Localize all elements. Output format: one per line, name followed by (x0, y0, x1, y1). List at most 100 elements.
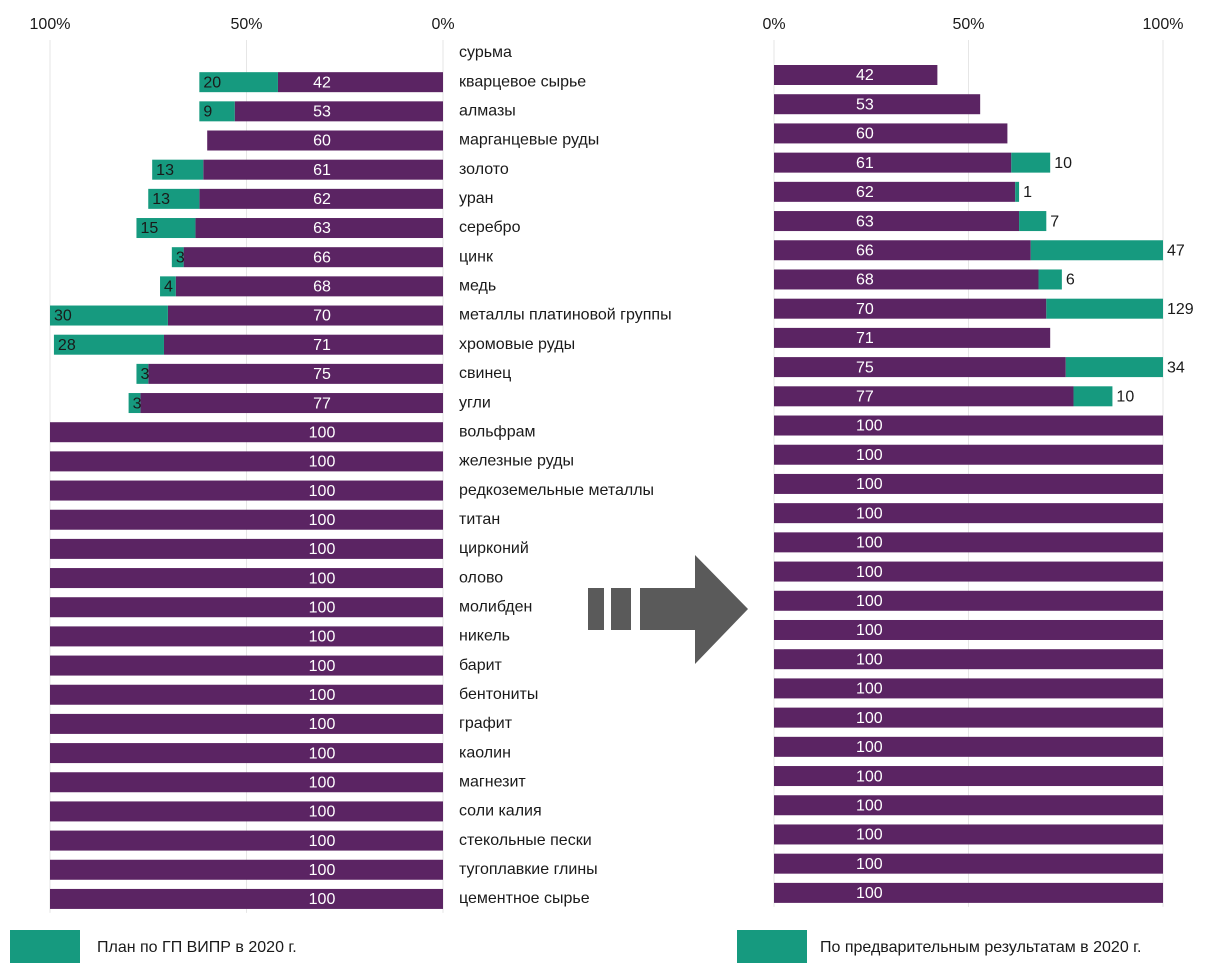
value-label: 63 (856, 213, 874, 230)
bar (50, 713, 443, 734)
bar (50, 684, 443, 705)
bar (50, 305, 168, 326)
bar (163, 334, 443, 355)
bar (152, 159, 204, 180)
value-label: 100 (856, 710, 883, 727)
category-label: редкоземельные металлы (459, 482, 654, 499)
category-label: цементное сырье (459, 890, 590, 907)
bar (50, 801, 443, 822)
category-label: серебро (459, 219, 521, 236)
category-label: железные руды (459, 453, 574, 470)
category-label: вольфрам (459, 423, 536, 440)
bar (234, 101, 443, 122)
value-label: 77 (313, 395, 331, 412)
bar (774, 181, 1016, 202)
bar (774, 707, 1163, 728)
bar (183, 247, 443, 268)
value-label: 100 (309, 658, 336, 675)
bar (160, 276, 176, 297)
value-label: 60 (856, 126, 874, 143)
bar (774, 65, 938, 85)
category-label: титан (459, 511, 500, 528)
value-label: 75 (313, 366, 331, 383)
value-label: 100 (856, 418, 883, 435)
bar (50, 568, 443, 589)
bar (50, 859, 443, 880)
value-label: 60 (313, 133, 331, 150)
bar (774, 532, 1163, 553)
bar (774, 152, 1012, 173)
value-label: 100 (309, 512, 336, 529)
category-label: бентониты (459, 686, 538, 703)
category-label: угли (459, 394, 491, 411)
value-label: 28 (58, 337, 76, 354)
value-label: 10 (1054, 155, 1072, 172)
category-label: каолин (459, 744, 511, 761)
category-label: магнезит (459, 773, 526, 790)
value-label: 100 (309, 891, 336, 908)
bar (195, 218, 443, 239)
category-label: кварцевое сырье (459, 73, 586, 90)
x-tick-label: 50% (952, 16, 984, 33)
x-tick-label: 100% (1143, 16, 1184, 33)
value-label: 100 (856, 593, 883, 610)
bar (774, 561, 1163, 582)
value-label: 13 (156, 162, 174, 179)
value-label: 100 (309, 629, 336, 646)
category-label: золото (459, 161, 509, 178)
bar (1019, 211, 1047, 232)
value-label: 7 (1050, 213, 1059, 230)
bar (774, 211, 1020, 232)
bar (774, 473, 1163, 494)
bar (774, 269, 1039, 290)
value-label: 100 (856, 885, 883, 902)
bar (199, 101, 235, 122)
value-label: 100 (856, 827, 883, 844)
value-label: 34 (1167, 359, 1185, 376)
bar (1046, 298, 1163, 319)
category-label: металлы платиновой группы (459, 307, 672, 324)
bar (774, 298, 1047, 319)
value-label: 71 (313, 337, 331, 354)
value-label: 53 (856, 96, 874, 113)
category-label: молибден (459, 598, 532, 615)
value-label: 100 (856, 535, 883, 552)
bar (140, 393, 443, 414)
bar (774, 619, 1163, 640)
category-label: тугоплавкие глины (459, 861, 598, 878)
bar (199, 188, 443, 209)
value-label: 100 (309, 454, 336, 471)
value-label: 42 (313, 74, 331, 91)
value-label: 100 (309, 745, 336, 762)
bar (50, 743, 443, 764)
value-label: 100 (309, 570, 336, 587)
bar (53, 334, 164, 355)
bar (199, 72, 278, 93)
value-label: 6 (1066, 272, 1075, 289)
bar (50, 509, 443, 530)
bar (50, 597, 443, 618)
bar (774, 590, 1163, 611)
x-tick-label: 100% (30, 16, 71, 33)
value-label: 100 (856, 622, 883, 639)
value-label: 63 (313, 220, 331, 237)
arrow-dash (611, 588, 631, 630)
value-label: 100 (309, 862, 336, 879)
category-label: цинк (459, 248, 494, 265)
bar (148, 363, 443, 384)
value-label: 100 (856, 447, 883, 464)
value-label: 20 (203, 74, 221, 91)
bar (774, 415, 1163, 436)
value-label: 3 (133, 395, 142, 412)
arrow-dash (588, 588, 604, 630)
value-label: 62 (856, 184, 874, 201)
value-label: 100 (856, 476, 883, 493)
bar (207, 130, 443, 151)
value-label: 77 (856, 389, 874, 406)
value-label: 100 (309, 599, 336, 616)
bar (1073, 386, 1113, 407)
bar (774, 766, 1163, 787)
category-label: уран (459, 190, 493, 207)
legend-swatch (737, 930, 807, 963)
